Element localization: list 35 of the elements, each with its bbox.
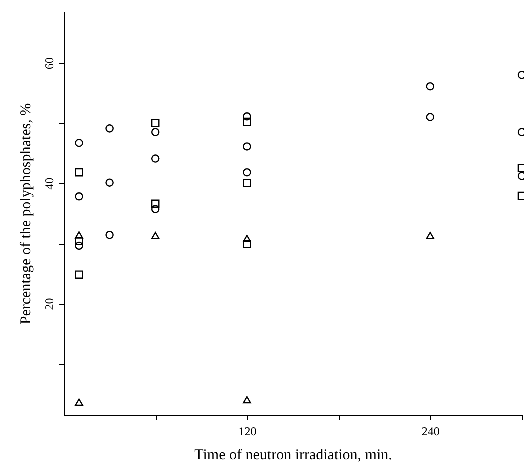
point [426,82,435,91]
point [75,398,84,406]
point [106,124,114,133]
point [243,240,252,248]
point [426,113,435,122]
point [151,128,160,136]
point [106,231,114,240]
point [75,192,84,201]
y-axis-title: Percentage of the polyphosphates, % [18,103,34,325]
point [75,168,84,177]
x-axis-title: Time of neutron irradiation, min. [194,448,392,464]
point [243,142,252,151]
y-tick-label: 20 [42,298,56,310]
point [151,232,160,240]
point [75,231,84,239]
point [75,138,84,148]
point [75,242,84,250]
point [151,205,160,214]
point [243,168,252,177]
point [151,200,160,208]
point [243,179,252,188]
point [243,118,252,126]
point [151,119,160,128]
point [426,232,435,240]
point [106,178,114,187]
x-tick-label: 240 [422,424,440,438]
point [243,235,252,242]
x-tick-label: 120 [238,424,257,438]
point [151,154,160,163]
point [243,112,252,121]
point [75,237,84,246]
y-tick-label: 60 [42,58,56,70]
point [243,396,252,404]
y-tick-label: 40 [42,178,56,190]
point [75,270,84,279]
